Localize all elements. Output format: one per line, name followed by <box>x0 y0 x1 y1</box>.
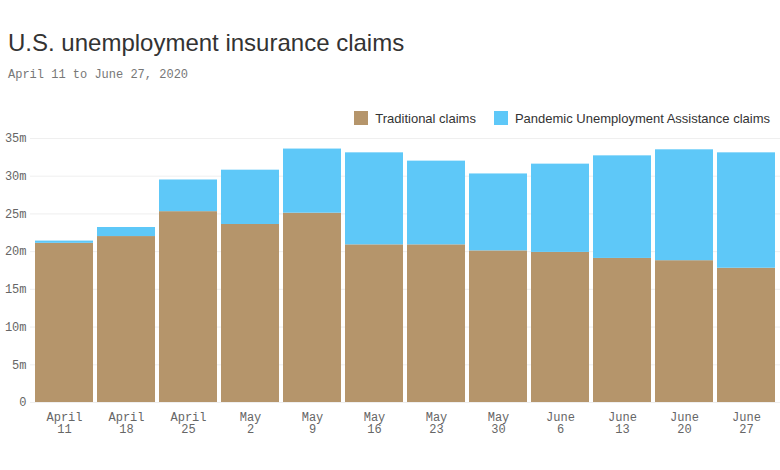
svg-text:May23: May23 <box>426 411 448 437</box>
svg-text:June13: June13 <box>608 411 637 437</box>
svg-text:10m: 10m <box>5 321 27 335</box>
svg-text:0: 0 <box>19 396 26 410</box>
html-text:U.S. unemployment insurance cl: U.S. unemployment insurance claims <box>8 29 405 56</box>
svg-text:May9: May9 <box>302 411 324 437</box>
html-text:Traditional claims: Traditional claims <box>375 110 476 126</box>
svg-text:May16: May16 <box>364 411 386 437</box>
svg-text:35m: 35m <box>5 132 27 146</box>
svg-text:May2: May2 <box>240 411 262 437</box>
svg-text:April25: April25 <box>170 411 206 437</box>
svg-text:30m: 30m <box>5 170 27 184</box>
svg-text:May30: May30 <box>488 411 510 437</box>
svg-text:15m: 15m <box>5 283 27 297</box>
html-text:Pandemic Unemployment Assistan: Pandemic Unemployment Assistance claims <box>514 110 770 126</box>
svg-text:April11: April11 <box>46 411 82 437</box>
svg-text:April18: April18 <box>108 411 144 437</box>
svg-text:25m: 25m <box>5 208 27 222</box>
html-text:April 11 to June 27, 2020: April 11 to June 27, 2020 <box>8 68 188 82</box>
svg-text:June6: June6 <box>546 411 575 437</box>
svg-text:June27: June27 <box>732 411 761 437</box>
svg-text:5m: 5m <box>12 359 26 373</box>
svg-text:20m: 20m <box>5 245 27 259</box>
svg-text:June20: June20 <box>670 411 699 437</box>
